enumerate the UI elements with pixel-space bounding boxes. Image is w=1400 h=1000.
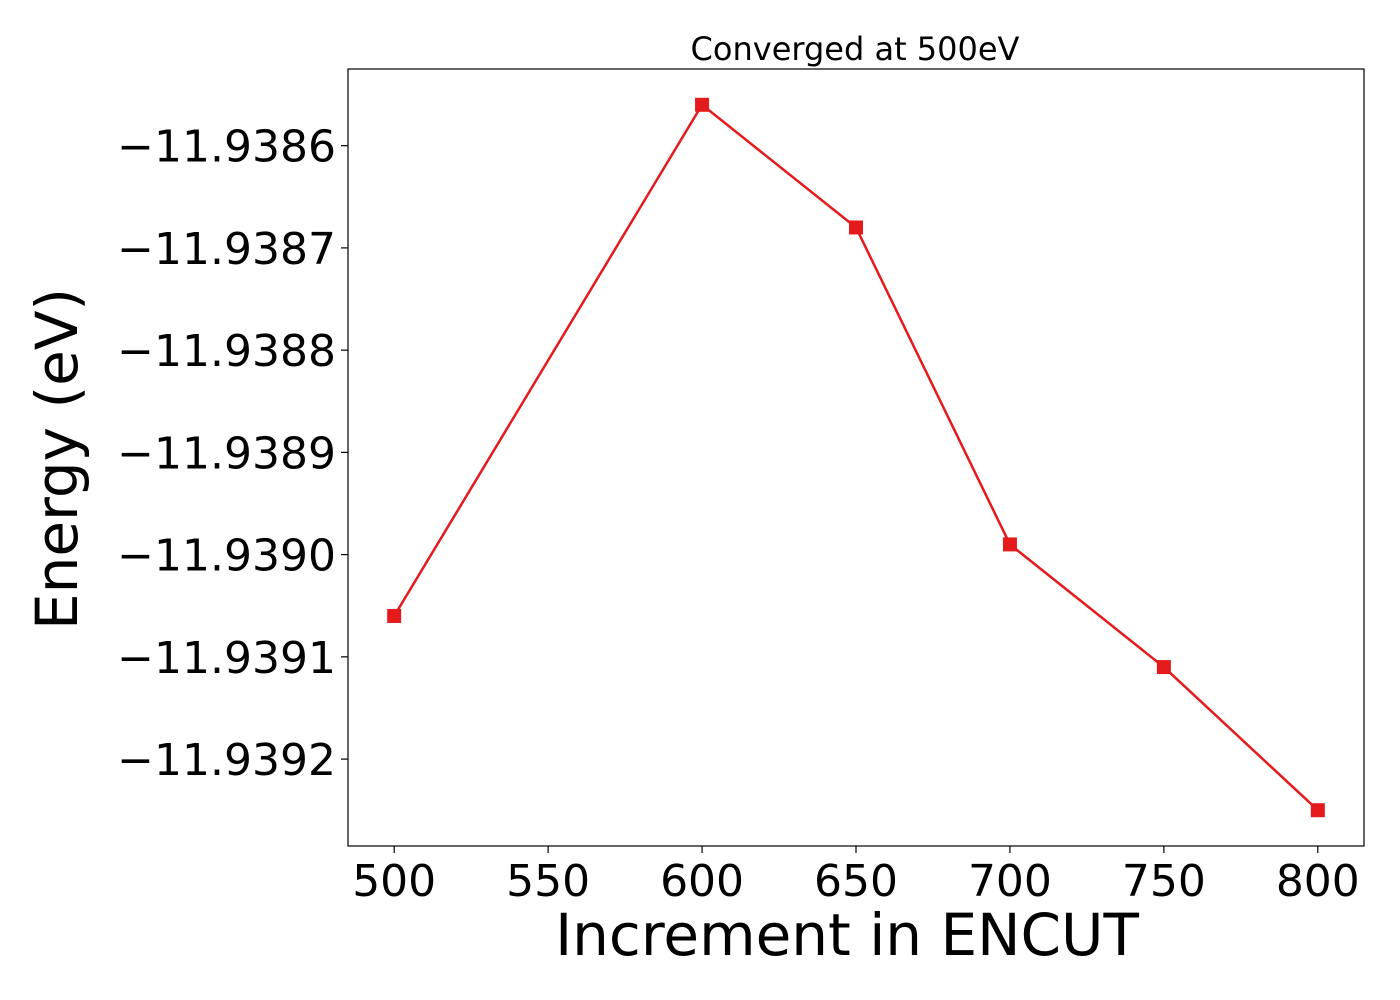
plot-area bbox=[387, 97, 1325, 818]
y-tick-label: −11.9390 bbox=[117, 531, 336, 582]
x-tick-label: 800 bbox=[1276, 856, 1360, 907]
x-tick-label: 750 bbox=[1122, 856, 1206, 907]
series-line bbox=[393, 103, 1319, 812]
x-tick-label: 550 bbox=[506, 856, 590, 907]
x-axis: 500 550 600 650 700 750 800 bbox=[352, 846, 1360, 907]
y-axis-title: Energy (eV) bbox=[23, 288, 91, 630]
y-axis: −11.9386 −11.9387 −11.9388 −11.9389 −11.9390… bbox=[117, 122, 348, 786]
y-tick-label: −11.9391 bbox=[117, 633, 336, 684]
x-axis-title: Increment in ENCUT bbox=[555, 901, 1139, 969]
data-point-marker bbox=[1156, 660, 1171, 675]
data-point-marker bbox=[1310, 803, 1325, 818]
x-tick-label: 500 bbox=[352, 856, 436, 907]
y-tick-label: −11.9387 bbox=[117, 224, 336, 275]
data-point-marker bbox=[695, 97, 710, 112]
y-tick-label: −11.9389 bbox=[117, 428, 336, 479]
y-tick-label: −11.9386 bbox=[117, 122, 336, 173]
data-point-marker bbox=[387, 608, 402, 623]
x-tick-label: 600 bbox=[660, 856, 744, 907]
y-tick-label: −11.9392 bbox=[117, 735, 336, 786]
x-tick-label: 650 bbox=[814, 856, 898, 907]
chart-title: Converged at 500eV bbox=[691, 30, 1020, 68]
y-tick-label: −11.9388 bbox=[117, 326, 336, 377]
data-point-marker bbox=[849, 220, 863, 235]
x-tick-label: 700 bbox=[968, 856, 1052, 907]
data-point-marker bbox=[1002, 537, 1017, 552]
